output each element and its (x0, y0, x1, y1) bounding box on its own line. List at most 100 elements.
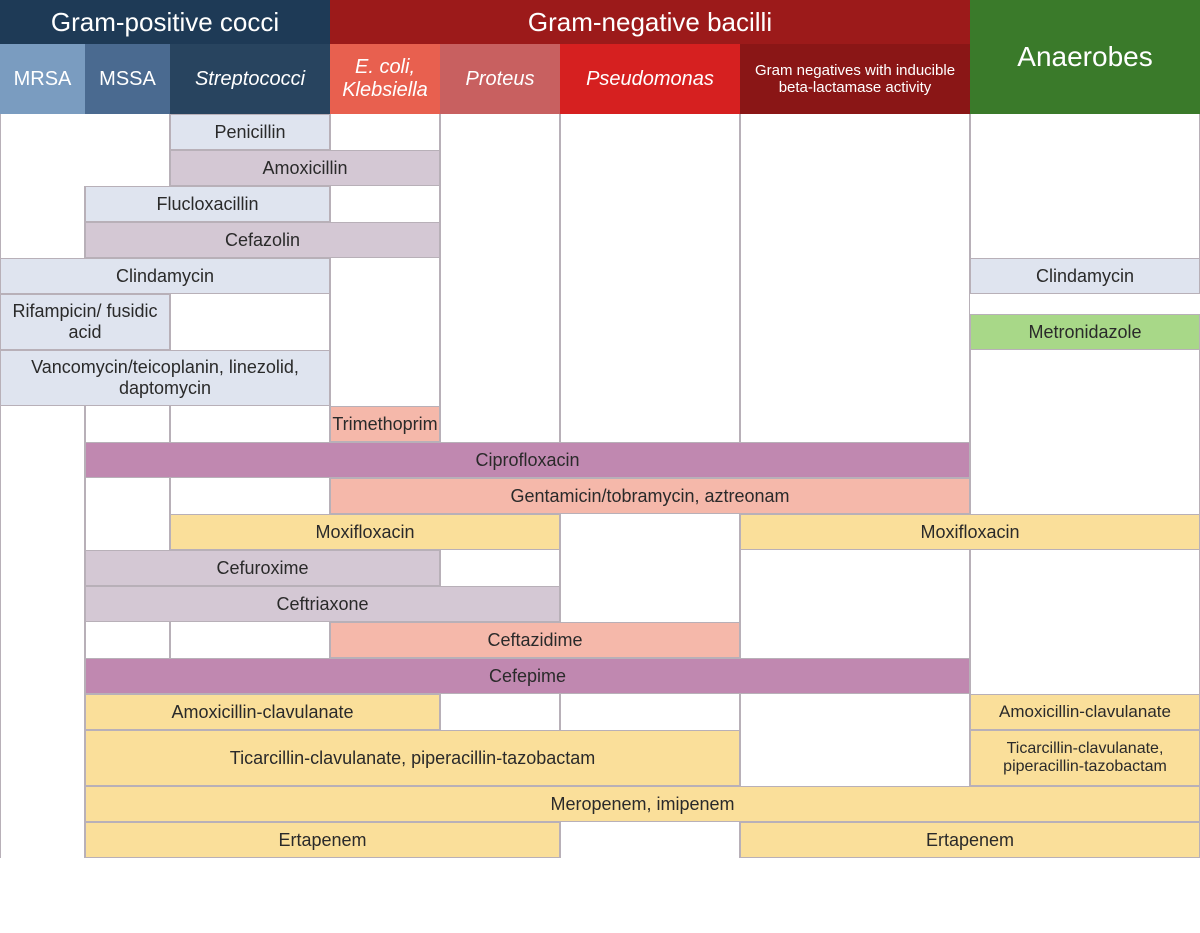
drug-moxifloxacin-right: Moxifloxacin (740, 514, 1200, 550)
empty (560, 350, 740, 406)
drug-rifampicin: Rifampicin/ fusidic acid (0, 294, 170, 350)
drug-amox-clav-left: Amoxicillin-clavulanate (85, 694, 440, 730)
empty (740, 406, 970, 442)
empty (440, 150, 560, 186)
empty (330, 294, 440, 350)
empty (440, 186, 560, 222)
empty (560, 114, 740, 150)
empty (0, 822, 85, 858)
empty (970, 350, 1200, 406)
empty (0, 622, 85, 658)
drug-ticarcillin-right: Ticarcillin-clavulanate, piperacillin-ta… (970, 730, 1200, 786)
drug-cefuroxime: Cefuroxime (85, 550, 440, 586)
empty (0, 114, 170, 150)
empty (970, 186, 1200, 222)
empty (440, 550, 560, 586)
drug-ertapenem-right: Ertapenem (740, 822, 1200, 858)
empty (740, 114, 970, 150)
empty (330, 186, 440, 222)
empty (740, 350, 970, 406)
empty (740, 586, 970, 622)
empty (0, 222, 85, 258)
empty (440, 222, 560, 258)
empty (970, 658, 1200, 694)
empty (970, 622, 1200, 658)
empty (0, 478, 85, 514)
drug-moxifloxacin-left: Moxifloxacin (170, 514, 560, 550)
empty (0, 730, 85, 786)
subheader-strep: Streptococci (170, 44, 330, 114)
empty (170, 478, 330, 514)
empty (440, 114, 560, 150)
empty (740, 622, 970, 658)
empty (560, 514, 740, 550)
subheader-mssa: MSSA (85, 44, 170, 114)
empty (560, 694, 740, 730)
empty (970, 406, 1200, 442)
drug-meropenem: Meropenem, imipenem (85, 786, 1200, 822)
drug-clindamycin-gp: Clindamycin (0, 258, 330, 294)
empty (740, 258, 970, 294)
empty (440, 406, 560, 442)
empty (0, 694, 85, 730)
empty (740, 550, 970, 586)
drug-ciprofloxacin: Ciprofloxacin (85, 442, 970, 478)
empty (970, 150, 1200, 186)
empty (85, 622, 170, 658)
drug-ceftriaxone: Ceftriaxone (85, 586, 560, 622)
empty (0, 442, 85, 478)
empty (0, 406, 85, 442)
drug-trimethoprim: Trimethoprim (330, 406, 440, 442)
subheader-proteus: Proteus (440, 44, 560, 114)
empty (970, 550, 1200, 586)
empty (0, 150, 170, 186)
empty (0, 550, 85, 586)
empty (560, 150, 740, 186)
empty (0, 186, 85, 222)
empty (560, 258, 740, 294)
empty (330, 258, 440, 294)
empty (560, 222, 740, 258)
empty (560, 586, 740, 622)
drug-vancomycin: Vancomycin/teicoplanin, linezolid, dapto… (0, 350, 330, 406)
drug-ceftazidime: Ceftazidime (330, 622, 740, 658)
empty (560, 550, 740, 586)
empty (0, 658, 85, 694)
empty (0, 514, 85, 550)
empty (440, 258, 560, 294)
subheader-ecoli: E. coli, Klebsiella (330, 44, 440, 114)
subheader-inducible: Gram negatives with inducible beta-lacta… (740, 44, 970, 114)
empty (85, 406, 170, 442)
empty (330, 114, 440, 150)
empty (170, 406, 330, 442)
empty (560, 822, 740, 858)
empty (970, 442, 1200, 478)
empty (970, 222, 1200, 258)
drug-amox-clav-right: Amoxicillin-clavulanate (970, 694, 1200, 730)
drug-flucloxacillin: Flucloxacillin (85, 186, 330, 222)
empty (970, 586, 1200, 622)
header-gram-positive: Gram-positive cocci (0, 0, 330, 44)
drug-gentamicin: Gentamicin/tobramycin, aztreonam (330, 478, 970, 514)
empty (560, 406, 740, 442)
empty (970, 114, 1200, 150)
empty (970, 478, 1200, 514)
empty (440, 694, 560, 730)
empty (440, 294, 560, 350)
subheader-pseudomonas: Pseudomonas (560, 44, 740, 114)
header-gram-negative: Gram-negative bacilli (330, 0, 970, 44)
empty (740, 186, 970, 222)
empty (0, 586, 85, 622)
empty (740, 150, 970, 186)
empty (740, 694, 970, 730)
drug-penicillin: Penicillin (170, 114, 330, 150)
drug-amoxicillin: Amoxicillin (170, 150, 440, 186)
empty (170, 294, 330, 350)
empty (740, 730, 970, 786)
empty (560, 294, 740, 350)
empty (440, 350, 560, 406)
empty (740, 294, 970, 350)
empty (740, 222, 970, 258)
empty (0, 786, 85, 822)
drug-clindamycin-anaerobes: Clindamycin (970, 258, 1200, 294)
